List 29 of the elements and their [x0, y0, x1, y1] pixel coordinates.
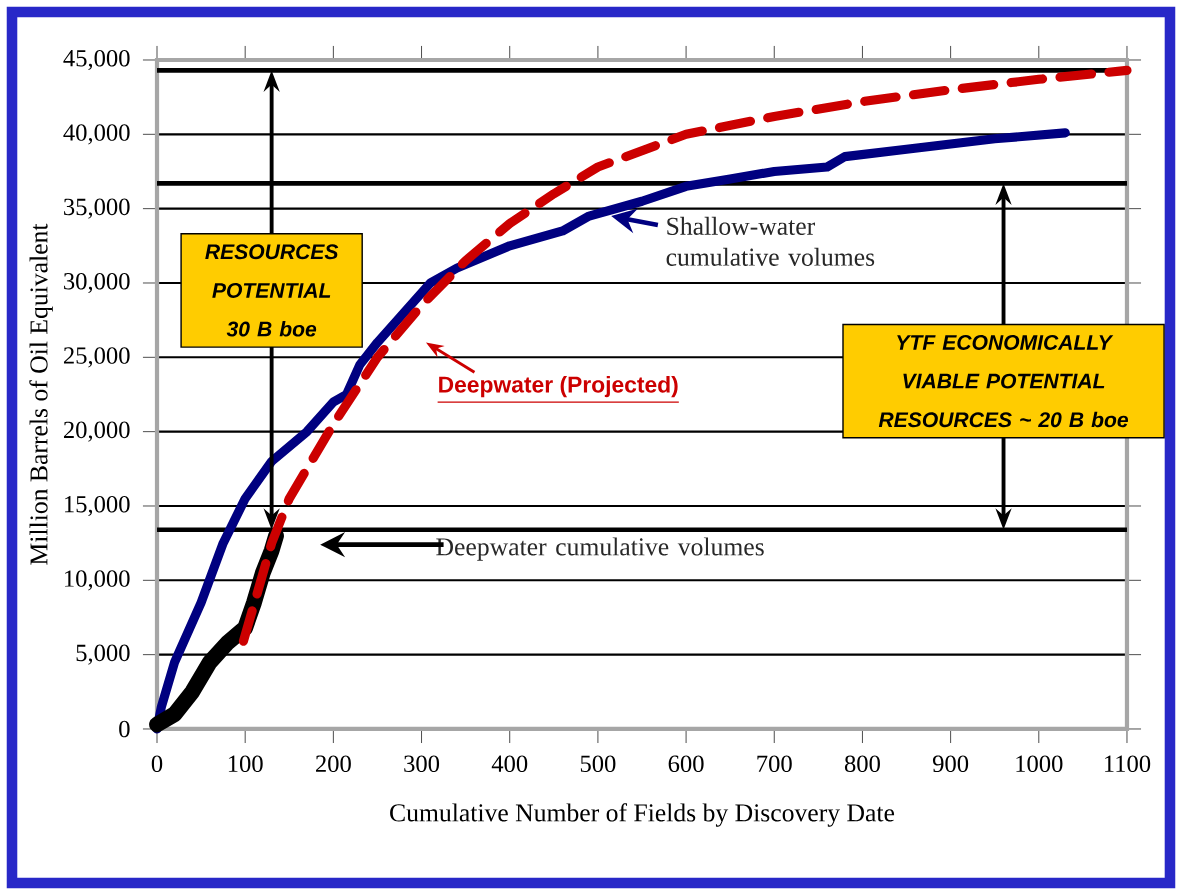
y-tick-label: 20,000	[63, 421, 130, 442]
annotation: RESOURCES POTENTIAL 30 B boe	[205, 244, 339, 337]
x-tick-label: 0	[151, 755, 163, 773]
x-tick-label: 400	[491, 755, 528, 773]
y-tick-label: 5,000	[76, 644, 130, 665]
y-tick-label: 35,000	[64, 198, 130, 219]
x-tick-label: 500	[580, 755, 616, 773]
x-tick-label: 1100	[1104, 755, 1151, 773]
y-tick-label: 10,000	[65, 570, 130, 591]
x-tick-label: 300	[404, 755, 440, 773]
y-axis-title: Million Barrels of Oil Equivalent	[29, 223, 53, 565]
x-tick-label: 600	[668, 755, 704, 773]
x-tick-label: 800	[844, 755, 880, 773]
x-tick-label: 200	[316, 755, 351, 773]
x-tick-label: 100	[228, 755, 263, 773]
legend-label: Deepwater cumulative volumes	[436, 537, 764, 561]
x-tick-label: 700	[757, 755, 792, 773]
x-tick-label: 900	[932, 755, 969, 773]
y-tick-label: 25,000	[63, 347, 130, 368]
x-axis-title: Cumulative Number of Fields by Discovery Date	[390, 803, 895, 827]
annotation: YTF ECONOMICALLY VIABLE POTENTIAL RESOURCES ~ 20 B boe	[878, 335, 1129, 428]
y-tick-label: 30,000	[64, 272, 130, 294]
y-tick-label: 45,000	[63, 49, 130, 71]
text: Deepwater (Projected)	[439, 375, 678, 398]
y-tick-label: 40,000	[63, 124, 130, 145]
y-tick-label: 15,000	[65, 495, 130, 517]
legend-label: Shallow-water cumulative volumes	[666, 216, 875, 266]
y-tick-label: 0	[119, 720, 130, 738]
x-tick-label: 1000	[1016, 755, 1063, 773]
